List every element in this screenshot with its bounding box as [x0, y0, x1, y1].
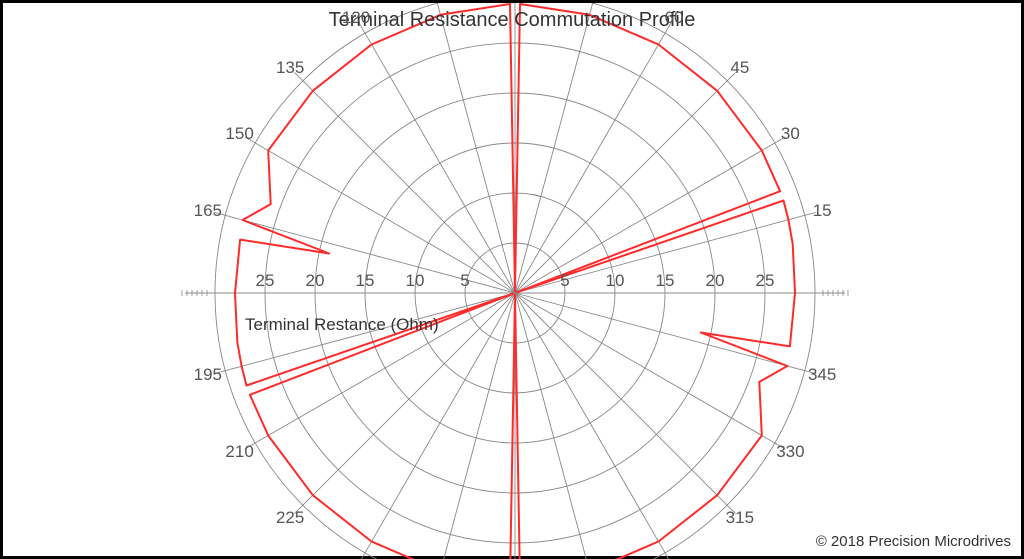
angle-tick-label: 315	[726, 508, 754, 528]
angle-tick-label: 345	[808, 365, 836, 385]
chart-title: Terminal Resistance Commutation Profile	[3, 9, 1021, 32]
radial-tick-label: 10	[406, 271, 425, 291]
angle-tick-label: 210	[225, 442, 253, 462]
copyright-text: © 2018 Precision Microdrives	[816, 533, 1011, 550]
angle-tick-label: 30	[781, 124, 800, 144]
chart-frame: Terminal Resistance Commutation Profile …	[0, 0, 1024, 559]
angle-tick-label: 45	[730, 58, 749, 78]
radial-tick-label: 5	[460, 271, 469, 291]
angle-tick-label: 135	[276, 58, 304, 78]
angle-tick-label: 195	[194, 365, 222, 385]
radial-tick-label: 20	[706, 271, 725, 291]
angle-tick-label: 330	[776, 442, 804, 462]
angle-tick-label: 15	[813, 201, 832, 221]
radial-tick-label: 15	[356, 271, 375, 291]
radial-tick-label: 25	[756, 271, 775, 291]
radial-axis-title: Terminal Restance (Ohm)	[245, 315, 439, 335]
radial-tick-label: 5	[560, 271, 569, 291]
radial-tick-label: 15	[656, 271, 675, 291]
angle-tick-label: 60	[665, 8, 684, 28]
angle-tick-label: 150	[225, 124, 253, 144]
radial-tick-label: 10	[606, 271, 625, 291]
radial-tick-label: 20	[306, 271, 325, 291]
angle-tick-label: 225	[276, 508, 304, 528]
angle-tick-label: 120	[342, 8, 370, 28]
polar-chart	[3, 3, 1024, 559]
angle-tick-label: 165	[194, 201, 222, 221]
radial-tick-label: 25	[256, 271, 275, 291]
